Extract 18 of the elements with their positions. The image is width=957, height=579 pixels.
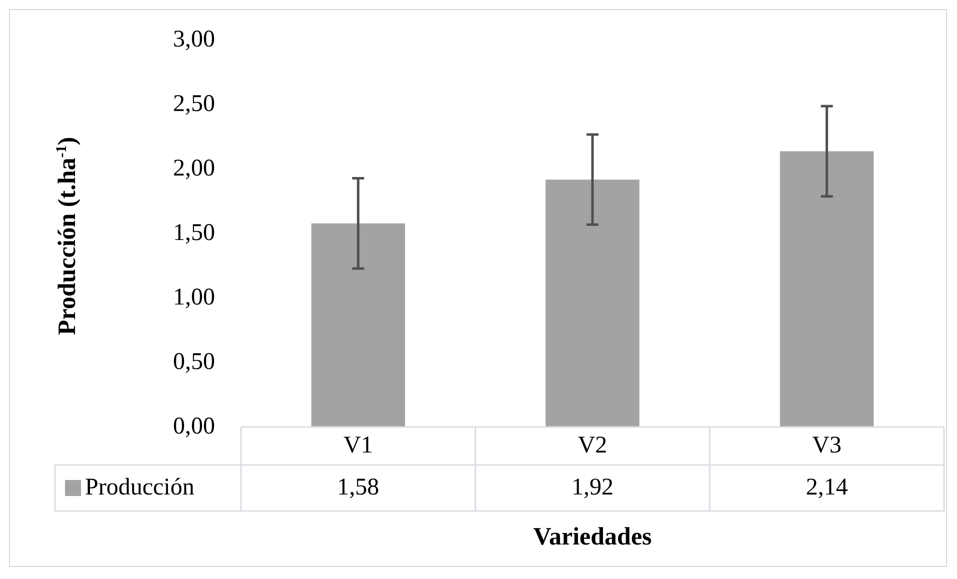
bar	[546, 180, 640, 427]
y-tick-label: 0,50	[173, 348, 215, 375]
y-tick-label: 1,00	[173, 284, 215, 310]
data-label: 2,14	[806, 474, 848, 500]
legend-label: Producción	[85, 474, 194, 500]
bar	[311, 223, 406, 427]
y-tick-label: 2,00	[173, 156, 215, 182]
x-tick-label: V2	[578, 432, 608, 458]
x-tick-label: V1	[343, 432, 373, 458]
y-tick-label: 0,00	[173, 413, 215, 440]
data-label: 1,92	[572, 474, 614, 500]
y-tick-label: 2,50	[173, 91, 215, 118]
y-tick-label: 1,50	[173, 220, 215, 246]
bar	[780, 151, 874, 427]
x-axis-title: Variedades	[533, 523, 652, 550]
y-tick-label: 3,00	[173, 26, 215, 53]
x-tick-label: V3	[812, 432, 842, 458]
data-label: 1,58	[337, 474, 380, 500]
